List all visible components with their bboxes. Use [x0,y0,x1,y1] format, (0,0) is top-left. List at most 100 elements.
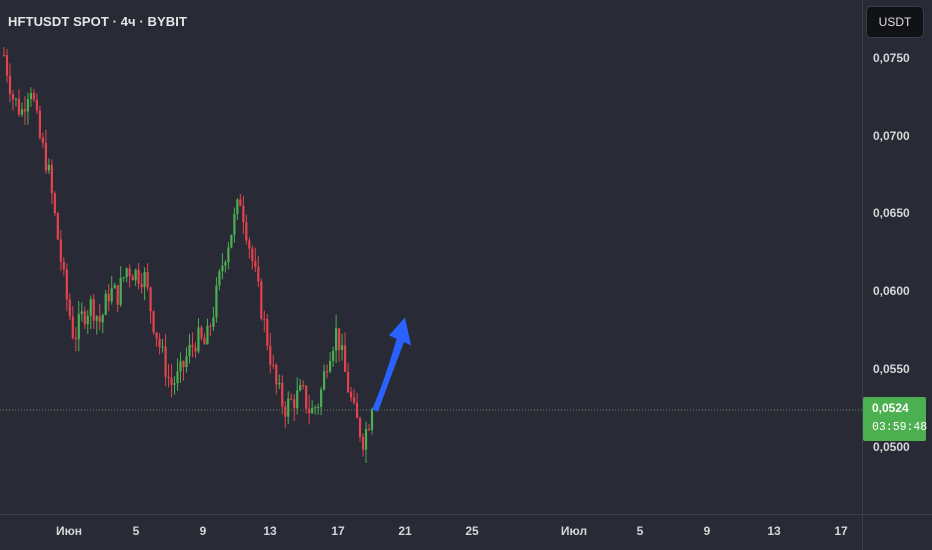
time-tick-label: 13 [263,524,277,538]
forecast-arrow-head [389,317,411,346]
candle-down [245,222,248,241]
price-tick-label: 0,0550 [873,362,910,376]
candle-up [370,409,374,430]
candle-down [5,55,9,76]
candle-down [107,293,110,302]
time-tick-label: 13 [767,524,781,538]
candle-down [263,318,266,320]
time-tick-label: 25 [465,524,479,538]
candle-up [236,199,239,215]
candle-up [20,109,24,115]
candle-down [248,240,251,249]
candle-down [44,142,47,171]
candle-up [364,429,368,450]
candle-down [35,99,39,111]
time-tick-label: 17 [331,524,345,538]
candle-down [17,98,21,115]
time-tick-label: 9 [199,524,207,538]
candle-up [176,371,179,384]
candle-down [98,316,101,323]
candle-down [2,54,6,56]
candle-up [134,269,137,281]
candle-up [215,285,218,318]
candle-down [251,248,254,261]
candle-down [302,384,305,386]
candle-up [317,406,320,408]
time-tick-label: 9 [703,524,711,538]
candle-down [191,344,194,348]
symbol-title: HFTUSDT SPOT · 4ч · BYBIT [8,14,188,29]
candle-down [343,345,347,372]
candle-up [320,389,323,407]
candle-up [218,271,221,286]
candle-up [125,268,128,278]
candle-down [337,328,341,350]
candle-down [260,281,263,319]
bar-countdown: 03:59:48 [872,421,928,434]
candle-up [230,234,233,248]
candle-up [29,93,33,100]
last-price-value: 0,0524 [872,401,909,415]
candle-down [346,371,350,393]
candle-up [329,360,332,372]
candle-down [128,268,131,277]
price-tick-label: 0,0600 [873,284,910,298]
candle-down [200,327,203,338]
time-tick-label: 5 [636,524,644,538]
candle-up [47,164,50,171]
candle-down [53,193,56,214]
candle-down [92,299,95,321]
candle-down [65,269,68,300]
candle-down [203,337,206,345]
price-tick-label: 0,0650 [873,206,910,220]
time-tick-label: 21 [398,524,412,538]
candle-down [367,429,371,431]
currency-button[interactable]: USDT [866,6,924,38]
candle-down [155,332,158,339]
candle-up [233,214,236,235]
candle-up [113,285,116,289]
candle-down [8,75,12,95]
candle-up [296,390,299,409]
candle-down [71,316,74,338]
candle-up [143,272,146,288]
candle-up [104,293,107,315]
candle-up [95,316,98,321]
candle-up [311,407,314,414]
candle-up [77,313,80,340]
candle-down [74,337,77,340]
candle-down [209,325,212,327]
candle-up [212,317,215,327]
candle-up [80,311,83,314]
candle-down [137,269,140,284]
price-tick-label: 0,0750 [873,51,910,65]
candle-up [314,407,317,409]
candle-down [50,164,53,194]
candle-up [110,288,113,302]
candle-down [56,213,59,240]
candle-up [334,328,338,351]
candle-up [227,247,230,263]
candle-down [182,361,185,368]
candle-down [284,406,287,417]
candle-down [164,346,167,377]
candle-down [266,318,269,346]
candle-down [293,399,296,409]
candle-up [26,99,30,112]
candle-down [281,382,284,407]
candle-up [224,262,227,266]
time-axis-divider [0,514,932,515]
candle-down [32,93,36,100]
candle-up [14,98,18,100]
candle-down [146,272,149,288]
candle-up [197,327,200,352]
candle-down [152,311,155,333]
candle-up [340,345,344,350]
candle-down [41,137,44,143]
candle-up [278,382,281,385]
last-price-tag: 0,0524 03:59:48 [863,397,928,441]
candle-down [11,94,15,100]
price-tick-label: 0,0500 [873,440,910,454]
time-tick-label: 5 [132,524,140,538]
